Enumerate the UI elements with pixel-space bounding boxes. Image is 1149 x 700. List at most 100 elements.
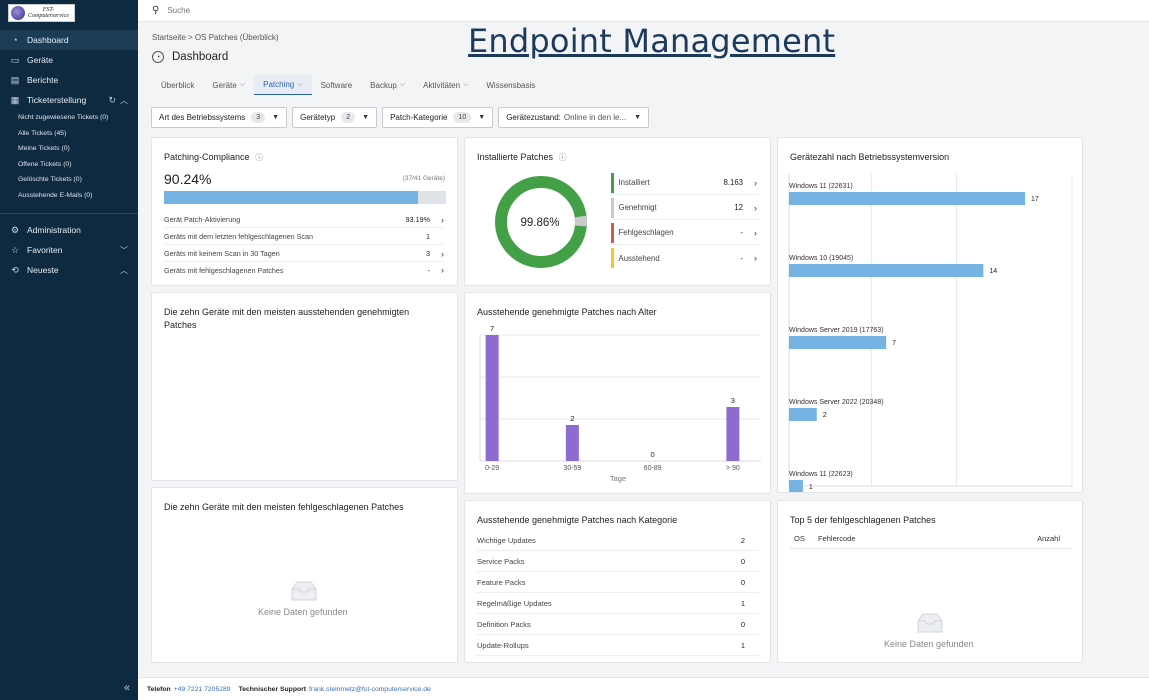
bar[interactable] [565,425,579,461]
filter-device-type[interactable]: Gerätetyp 2 ▼ [292,107,378,128]
data-label: 0 [651,450,655,459]
tab-bar: Überblick Geräte ⌵ Patching ⌵ Software Bac… [152,75,544,95]
filter-count-badge: 10 [453,112,472,123]
breadcrumb[interactable]: Startseite > OS Patches (Überblick) [152,33,279,42]
tab-knowledge-base[interactable]: Wissensbasis [477,75,544,95]
tab-label: Backup [370,80,397,90]
tab-label: Patching [263,80,295,89]
legend-row-installed[interactable]: Installiert 8.163 › [611,171,759,195]
tab-activities[interactable]: Aktivitäten ⌵ [414,75,477,95]
filter-os-type[interactable]: Art des Betriebssystems 3 ▼ [151,107,288,128]
category-row[interactable]: Feature Packs 0 [477,572,759,593]
bar[interactable] [789,408,817,421]
tab-label: Überblick [161,80,195,90]
bar[interactable] [789,264,984,277]
empty-state-text: Keine Daten gefunden [258,607,348,617]
gear-icon: ⚙ [10,224,20,235]
caret-down-icon: ▼ [272,114,280,121]
compliance-row[interactable]: Geräts mit keinem Scan in 30 Tagen 3 › [164,246,444,262]
category-row[interactable]: Definition Packs 0 [477,614,759,635]
company-logo[interactable]: FST- Computerservice [8,4,75,22]
card-os-versions: Gerätezahl nach Betriebssystemversion Wi… [777,137,1083,493]
refresh-icon[interactable]: ↻ [108,94,116,105]
tick-label: 30-59 [563,465,581,472]
data-label: 17 [1031,196,1039,203]
category-row[interactable]: Wichtige Updates 2 [477,530,759,551]
card-title: Ausstehende genehmigte Patches nach Kate… [477,515,678,525]
filter-patch-category[interactable]: Patch-Kategorie 10 ▼ [382,107,494,128]
bar[interactable] [726,407,740,461]
sidebar-item-tickets[interactable]: ▦ Ticketerstellung ↻ ︿ [0,90,138,110]
data-label: 3 [731,396,735,405]
compliance-row[interactable]: Geräts mit fehlgeschlagenen Patches - › [164,265,444,275]
legend-row-approved[interactable]: Genehmigt 12 › [611,196,759,220]
sidebar-item-recent[interactable]: ⟲ Neueste ︿ [0,260,138,280]
sidebar-item-reports[interactable]: ▤ Berichte [0,70,138,90]
chevron-up-icon[interactable]: ︿ [120,265,128,275]
tab-software[interactable]: Software [312,75,362,95]
sidebar-subitem-all-tickets[interactable]: Alle Tickets (45) [18,129,67,137]
legend-marker [611,197,614,218]
chevron-right-icon: › [754,227,757,238]
tab-patching[interactable]: Patching ⌵ [254,75,312,95]
tab-label: Geräte [212,80,237,90]
category-row[interactable]: Update-Rollups 1 [477,635,759,656]
chevron-right-icon: › [441,248,444,259]
category-label: Windows 11 (22631) [789,183,853,190]
bar[interactable] [789,336,887,349]
tab-overview[interactable]: Überblick [152,75,203,95]
compliance-row[interactable]: Gerät Patch-Aktivierung 93.19% › [164,212,444,228]
category-row[interactable]: Service Packs 0 [477,551,759,572]
filter-label: Patch-Kategorie [390,113,448,122]
age-bar-chart: 7 0-29 2 30-59 0 60-89 3 > 90 Tage [479,324,761,483]
info-icon[interactable]: ⓘ [255,153,264,162]
sidebar-item-devices[interactable]: ▭ Geräte [0,50,138,70]
tab-devices[interactable]: Geräte ⌵ [203,75,254,95]
filter-count-badge: 2 [341,112,356,123]
caret-down-icon: ▼ [478,114,486,121]
sidebar-item-label: Geräte [27,55,53,65]
chevron-down-icon[interactable]: ﹀ [120,245,128,255]
footer-phone-link[interactable]: +49 7221 7205289 [173,685,231,693]
legend-row-pending[interactable]: Ausstehend - › [611,246,759,270]
sidebar-subitem-pending-emails[interactable]: Ausstehende E-Mails (0) [18,191,93,199]
monitor-icon: ▭ [10,54,20,65]
data-label: 2 [570,414,574,423]
tab-backup[interactable]: Backup ⌵ [361,75,414,95]
chevron-down-icon: ⌵ [297,80,303,88]
installed-donut-chart[interactable]: 99.86% [493,174,589,270]
sidebar-subitem-deleted-tickets[interactable]: Gelöschte Tickets (0) [18,176,82,184]
page-title-text: Dashboard [172,51,229,63]
sidebar-subitem-unassigned[interactable]: Nicht zugewiesene Tickets (0) [18,114,109,122]
sidebar-subitem-my-tickets[interactable]: Meine Tickets (0) [18,145,70,153]
collapse-sidebar-icon[interactable]: « [123,682,130,694]
column-header-error-code[interactable]: Fehlercode [818,534,856,543]
category-label: Windows 11 (22623) [789,471,853,478]
caret-down-icon: ▼ [362,114,370,121]
sidebar-item-label: Ticketerstellung [27,95,87,105]
bar[interactable] [789,480,803,492]
info-icon[interactable]: ⓘ [558,153,567,162]
card-title: Top 5 der fehlgeschlagenen Patches [790,515,936,525]
search-input[interactable] [167,6,468,15]
column-header-os[interactable]: OS [794,534,805,543]
sidebar-item-administration[interactable]: ⚙ Administration [0,220,138,240]
legend-row-failed[interactable]: Fehlgeschlagen - › [611,221,759,245]
chevron-down-icon: ⌵ [399,81,406,88]
column-header-count[interactable]: Anzahl [1037,534,1060,543]
chevron-right-icon: › [754,202,757,213]
card-top5-failed: Top 5 der fehlgeschlagenen Patches OS Fe… [777,500,1083,663]
card-patching-compliance: Patching-Compliance ⓘ 90.24% (37/41 Gerä… [151,137,458,286]
chevron-up-icon[interactable]: ︿ [120,95,128,105]
sidebar-subitem-open-tickets[interactable]: Offene Tickets (0) [18,160,72,168]
x-axis-label: Tage [610,474,626,483]
category-row[interactable]: Regelmäßige Updates 1 [477,593,759,614]
sidebar-item-favorites[interactable]: ☆ Favoriten ﹀ [0,240,138,260]
bar[interactable] [789,192,1025,205]
card-installed-patches: Installierte Patches ⓘ 99.86% Installier… [464,137,771,286]
bar[interactable] [485,335,499,461]
filter-device-state[interactable]: Gerätezustand: Online in den le... ▼ [498,107,650,128]
sidebar-item-dashboard[interactable]: ◔ Dashboard [0,30,138,50]
star-icon: ☆ [10,244,20,255]
footer-email-link[interactable]: frank.steinmetz@fst-computerservice.de [309,685,431,693]
